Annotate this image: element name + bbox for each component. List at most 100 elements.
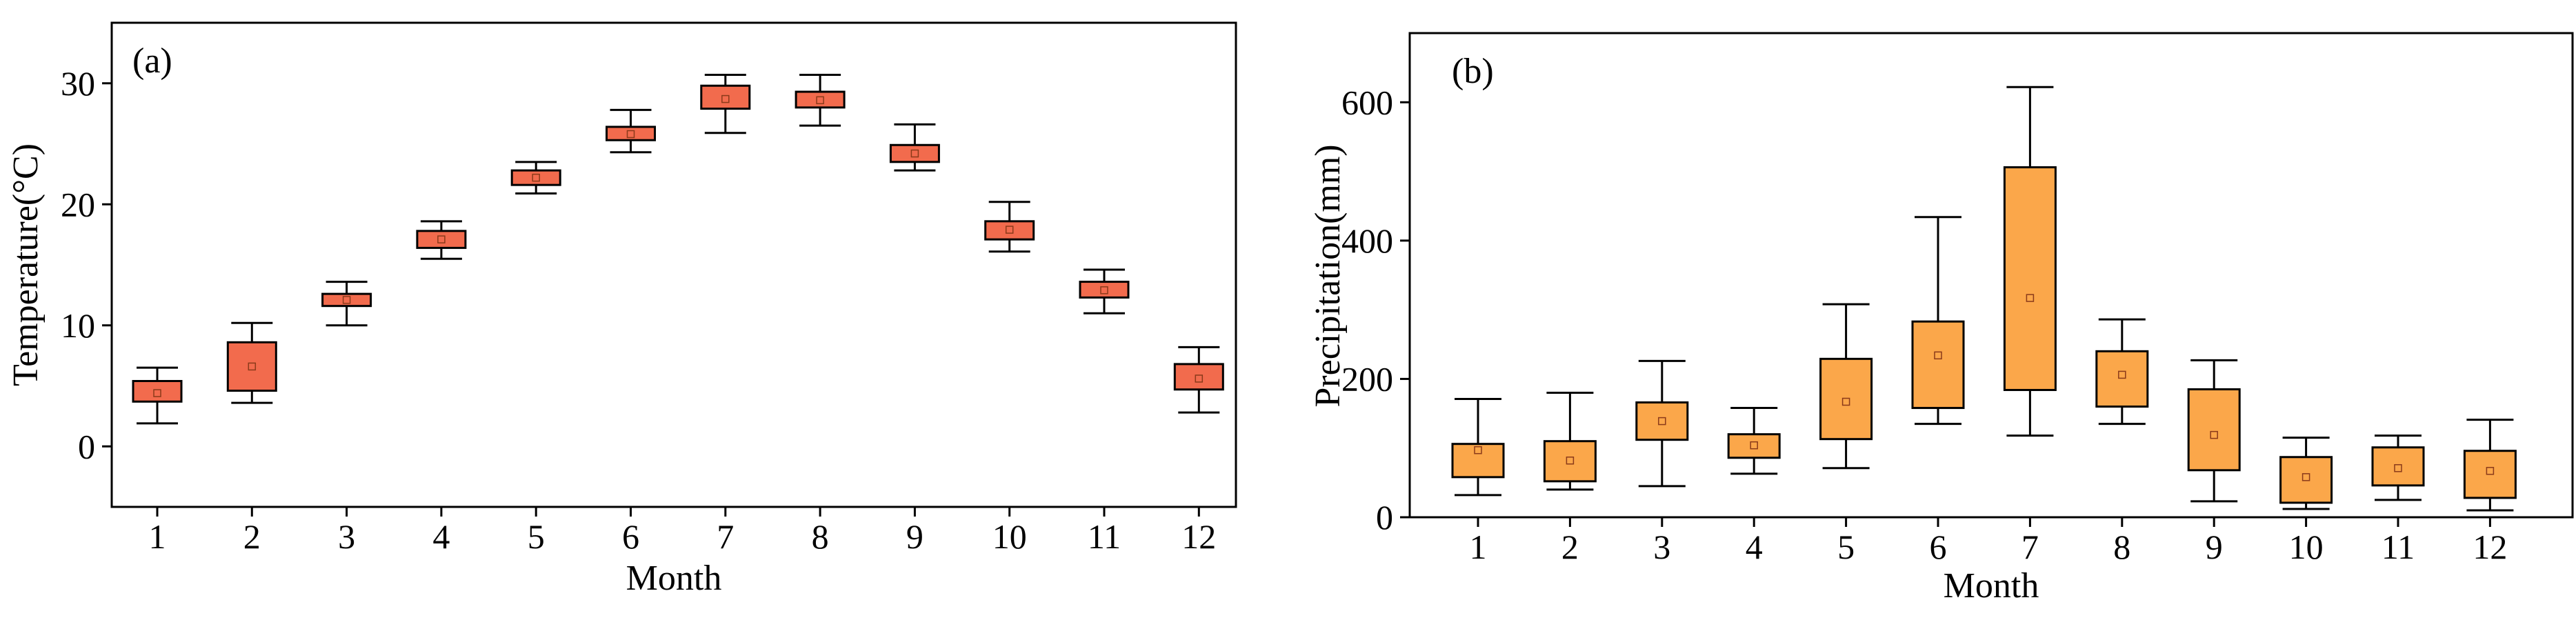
- precipitation-box-month-5: [1819, 303, 1873, 470]
- temperature-mean-marker: [1005, 226, 1014, 234]
- precipitation-box-month-7: [2003, 86, 2057, 437]
- temperature-mean-marker: [816, 96, 824, 105]
- precipitation-box-month-2: [1543, 391, 1597, 491]
- precipitation-x-tick-label: 4: [1746, 528, 1763, 566]
- precipitation-x-axis-label: Month: [1944, 566, 2039, 606]
- precipitation-iqr-box: [2371, 446, 2425, 487]
- temperature-iqr-box: [226, 341, 277, 392]
- precipitation-y-tick-label: 0: [1376, 498, 1393, 537]
- temperature-mean-marker: [910, 149, 919, 158]
- precipitation-box-month-11: [2371, 434, 2425, 501]
- precipitation-x-tick-label: 6: [1930, 528, 1947, 566]
- temperature-x-tick-label: 2: [243, 517, 261, 556]
- temperature-x-tick-label: 11: [1088, 517, 1121, 556]
- precipitation-y-tick-label: 200: [1341, 359, 1393, 398]
- temperature-y-tick-label: 10: [61, 306, 95, 345]
- temperature-mean-marker: [437, 235, 446, 243]
- precipitation-mean-marker: [2394, 464, 2402, 472]
- temperature-x-tick-label: 7: [717, 517, 734, 556]
- temperature-x-tick-label: 9: [906, 517, 923, 556]
- temperature-box-month-8: [795, 73, 846, 127]
- precipitation-box-month-3: [1635, 359, 1689, 488]
- precipitation-mean-marker: [1934, 351, 1942, 360]
- temperature-panel-label: (a): [132, 41, 172, 81]
- precipitation-x-tick-label: 9: [2206, 528, 2223, 566]
- temperature-x-tick-label: 10: [992, 517, 1027, 556]
- precipitation-x-tick-label: 8: [2113, 528, 2130, 566]
- temperature-iqr-box: [984, 220, 1035, 241]
- precipitation-mean-marker: [2210, 430, 2218, 439]
- precipitation-mean-marker: [1750, 441, 1758, 450]
- precipitation-mean-marker: [2118, 370, 2126, 379]
- temperature-x-tick-label: 5: [528, 517, 545, 556]
- temperature-plot-frame: [110, 21, 1237, 508]
- temperature-box-month-3: [321, 281, 372, 327]
- temperature-y-tick-label: 20: [61, 185, 95, 223]
- temperature-iqr-box: [700, 84, 751, 110]
- temperature-x-ticks: 1 2 3 4 5 6 7 8 9 10 11 12: [149, 507, 1216, 556]
- precipitation-x-tick-label: 11: [2382, 528, 2415, 566]
- precipitation-box-month-9: [2187, 359, 2241, 503]
- precipitation-iqr-box: [1727, 433, 1781, 459]
- temperature-iqr-box: [510, 169, 561, 186]
- precipitation-iqr-box: [1543, 440, 1597, 483]
- precipitation-box-month-1: [1451, 398, 1505, 497]
- temperature-x-tick-label: 8: [812, 517, 829, 556]
- precipitation-x-tick-label: 2: [1561, 528, 1579, 566]
- temperature-mean-marker: [248, 362, 257, 371]
- temperature-mean-marker: [532, 173, 540, 182]
- precipitation-y-tick-label: 400: [1341, 221, 1393, 260]
- temperature-box-month-7: [700, 73, 751, 134]
- precipitation-mean-marker: [1474, 446, 1482, 454]
- precipitation-mean-marker: [1566, 457, 1575, 465]
- temperature-y-tick-label: 0: [78, 427, 95, 466]
- temperature-x-tick-label: 6: [622, 517, 639, 556]
- temperature-iqr-box: [795, 90, 846, 109]
- temperature-x-tick-label: 3: [338, 517, 355, 556]
- precipitation-x-tick-label: 3: [1653, 528, 1670, 566]
- precipitation-iqr-box: [1911, 320, 1965, 410]
- temperature-iqr-box: [416, 230, 467, 249]
- precipitation-x-ticks: 1 2 3 4 5 6 7 8 9 10 11 12: [1470, 517, 2507, 566]
- precipitation-boxes: [1451, 86, 2517, 512]
- precipitation-mean-marker: [2302, 473, 2310, 481]
- precipitation-panel: (b) Month Precipitation(mm) 0 200 400 600 1…: [1308, 32, 2574, 606]
- precipitation-iqr-box: [1635, 401, 1689, 441]
- precipitation-box-month-12: [2463, 419, 2517, 512]
- precipitation-iqr-box: [1819, 357, 1873, 441]
- temperature-x-axis-label: Month: [626, 559, 722, 598]
- precipitation-mean-marker: [2486, 467, 2495, 475]
- precipitation-iqr-box: [2095, 350, 2149, 408]
- temperature-x-tick-label: 12: [1181, 517, 1216, 556]
- temperature-y-ticks: 0 10 20 30: [61, 64, 112, 466]
- precipitation-y-tick-label: 600: [1341, 83, 1393, 121]
- precipitation-x-tick-label: 12: [2473, 528, 2507, 566]
- temperature-iqr-box: [889, 143, 940, 163]
- temperature-iqr-box: [1173, 363, 1224, 391]
- temperature-box-month-1: [132, 366, 183, 425]
- temperature-boxes: [132, 73, 1224, 425]
- temperature-box-month-5: [510, 161, 561, 194]
- precipitation-x-tick-label: 1: [1470, 528, 1487, 566]
- temperature-mean-marker: [1195, 374, 1204, 383]
- precipitation-iqr-box: [1451, 443, 1505, 479]
- temperature-iqr-box: [606, 126, 656, 141]
- precipitation-box-month-6: [1911, 216, 1965, 426]
- precipitation-plot-frame: [1408, 32, 2574, 519]
- temperature-mean-marker: [342, 296, 351, 304]
- temperature-iqr-box: [321, 292, 372, 308]
- temperature-box-month-10: [984, 201, 1035, 253]
- temperature-y-axis-label: Temperature(°C): [6, 143, 46, 386]
- precipitation-panel-label: (b): [1452, 52, 1494, 91]
- precipitation-box-month-8: [2095, 318, 2149, 426]
- temperature-mean-marker: [626, 130, 635, 139]
- precipitation-box-month-10: [2279, 437, 2333, 510]
- precipitation-x-tick-label: 7: [2021, 528, 2039, 566]
- precipitation-box-month-4: [1727, 407, 1781, 475]
- precipitation-y-axis-label: Precipitation(mm): [1308, 144, 1348, 407]
- precipitation-iqr-box: [2003, 166, 2057, 391]
- temperature-box-month-2: [226, 321, 277, 404]
- temperature-y-tick-label: 30: [61, 64, 95, 103]
- temperature-mean-marker: [153, 389, 161, 397]
- temperature-iqr-box: [1079, 281, 1130, 299]
